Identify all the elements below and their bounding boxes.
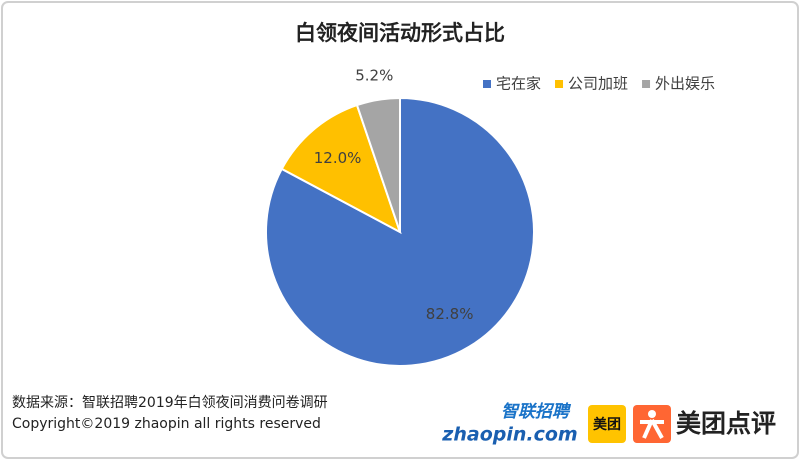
pie-slice [355, 96, 401, 233]
legend-label: 外出娱乐 [655, 75, 715, 93]
logo-text: 智联招聘 [501, 402, 572, 422]
legend-swatch [642, 80, 651, 88]
logo-box [588, 405, 626, 443]
data-label: 5.2% [355, 67, 393, 85]
legend-swatch [555, 80, 564, 88]
legend: 宅在家 公司加班 外出娱乐 [483, 75, 715, 93]
logo-text: zhaopin.com [441, 424, 577, 446]
pie: 82.8% 12.0% 5.2% [265, 67, 535, 367]
logo-icon [648, 410, 656, 418]
chart-title: 白领夜间活动形式占比 [295, 21, 505, 45]
zhaopin-logo: 智联招聘 zhaopin.com [441, 402, 577, 446]
copyright-note: Copyright©2019 zhaopin all rights reserv… [12, 416, 321, 432]
pie-slice [280, 103, 402, 235]
legend-swatch [483, 80, 491, 88]
logo-text: 美团 [593, 416, 621, 433]
source-note: 数据来源：智联招聘2019年白领夜间消费问卷调研 [12, 395, 328, 411]
logo-text: 美团点评 [676, 409, 776, 438]
data-label: 12.0% [314, 149, 362, 167]
logo-icon [640, 419, 664, 439]
data-label: 82.8% [426, 305, 474, 323]
legend-label: 宅在家 [496, 75, 541, 93]
legend-label: 公司加班 [568, 75, 628, 93]
meituan-logo: 美团 [588, 405, 626, 443]
dianping-logo: 美团点评 [633, 405, 776, 443]
